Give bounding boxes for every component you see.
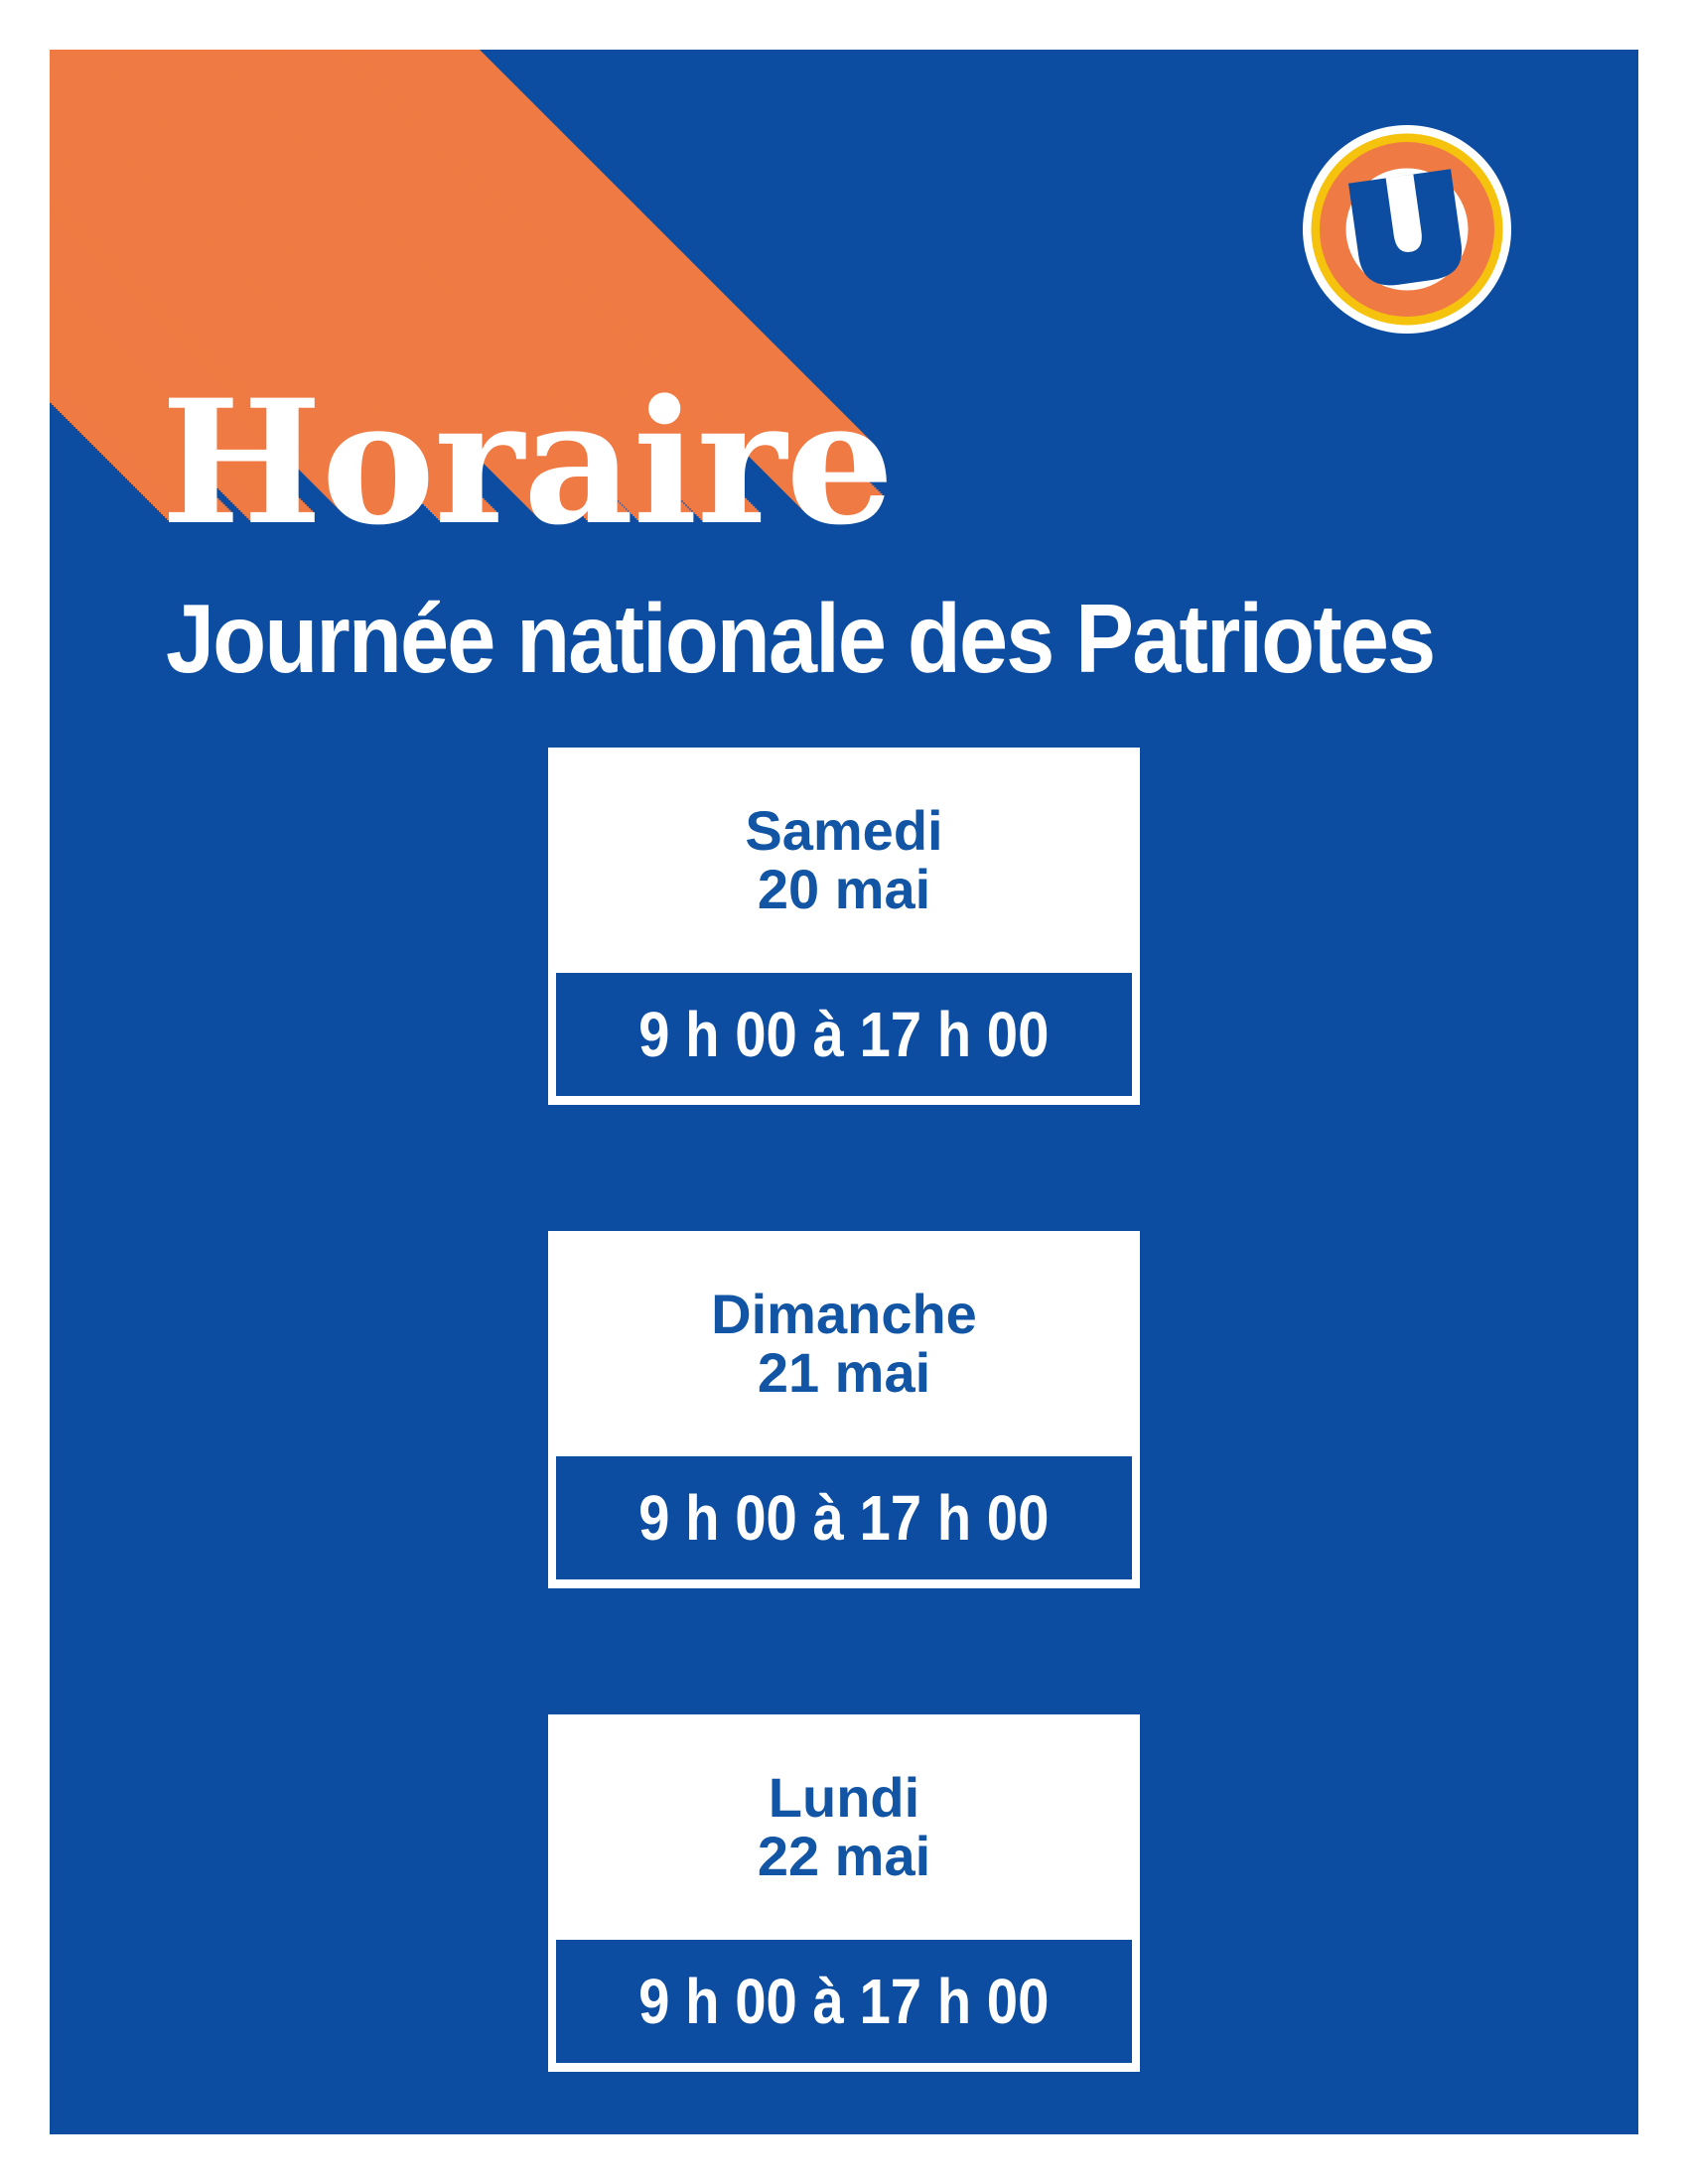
day-label-block: Samedi 20 mai xyxy=(548,748,1140,973)
day-date: 20 mai xyxy=(757,857,931,920)
hours-strip: 9 h 00 à 17 h 00 xyxy=(556,1940,1132,2063)
day-label-block: Lundi 22 mai xyxy=(548,1714,1140,1940)
u-brand-logo-icon xyxy=(1303,125,1511,334)
logo-u-letter xyxy=(1347,169,1463,286)
day-date: 21 mai xyxy=(757,1340,931,1404)
hours-strip: 9 h 00 à 17 h 00 xyxy=(556,973,1132,1096)
hours-text: 9 h 00 à 17 h 00 xyxy=(638,999,1050,1070)
schedule-card-lundi: Lundi 22 mai 9 h 00 à 17 h 00 xyxy=(548,1714,1140,2072)
day-name: Dimanche xyxy=(711,1282,977,1345)
day-date: 22 mai xyxy=(757,1824,931,1887)
schedule-card-samedi: Samedi 20 mai 9 h 00 à 17 h 00 xyxy=(548,748,1140,1105)
schedule-card-dimanche: Dimanche 21 mai 9 h 00 à 17 h 00 xyxy=(548,1231,1140,1588)
hours-text: 9 h 00 à 17 h 00 xyxy=(638,1482,1050,1554)
day-name: Samedi xyxy=(745,798,943,862)
page-title: Horaire xyxy=(161,361,895,563)
day-label-block: Dimanche 21 mai xyxy=(548,1231,1140,1456)
page-subtitle: Journée nationale des Patriotes xyxy=(166,584,1436,693)
day-name: Lundi xyxy=(768,1765,920,1829)
hours-strip: 9 h 00 à 17 h 00 xyxy=(556,1456,1132,1579)
hours-text: 9 h 00 à 17 h 00 xyxy=(638,1966,1050,2037)
poster-panel: Horaire Journée nationale des Patriotes … xyxy=(50,50,1638,2134)
